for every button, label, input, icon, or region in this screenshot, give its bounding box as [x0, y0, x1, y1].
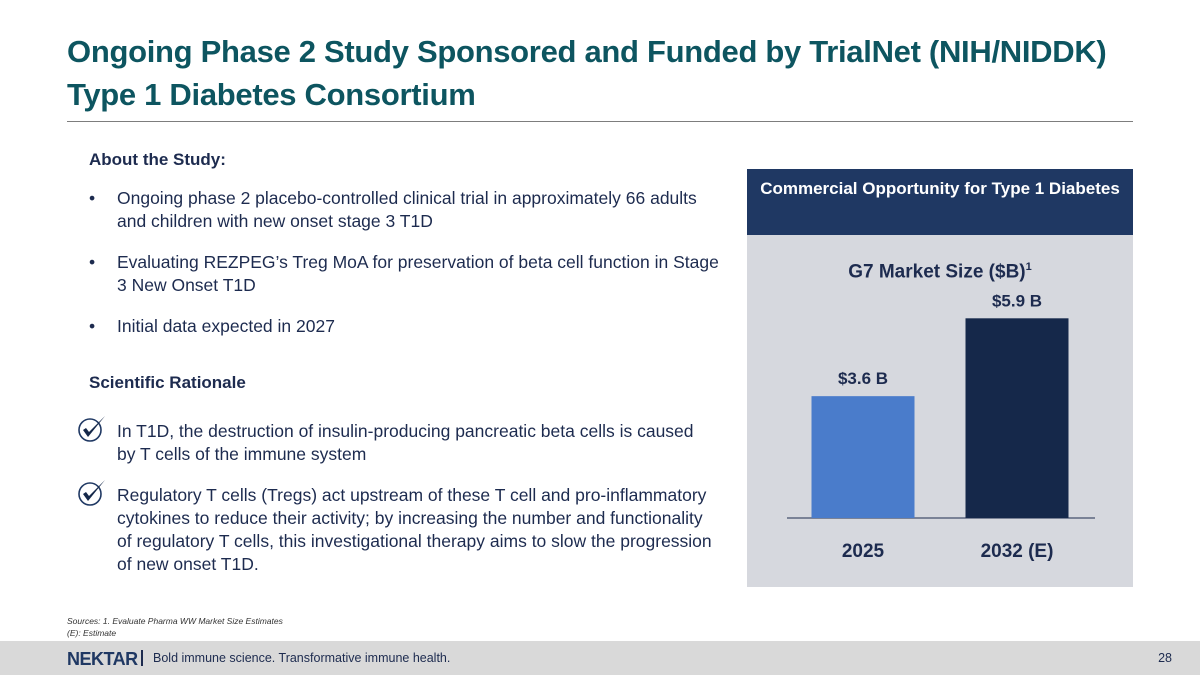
page-number: 28 [1158, 651, 1172, 665]
rationale-item: In T1D, the destruction of insulin-produ… [75, 416, 715, 466]
about-bullet-item: • Initial data expected in 2027 [89, 315, 729, 338]
checkmark-circle-icon [78, 416, 105, 442]
slide-title-line-1: Ongoing Phase 2 Study Sponsored and Fund… [67, 34, 1107, 69]
slide-title-line-2: Type 1 Diabetes Consortium [67, 77, 476, 112]
about-bullet-text: Ongoing phase 2 placebo-controlled clini… [117, 188, 697, 231]
bullet-dot-icon: • [89, 252, 96, 272]
about-bullet-text: Initial data expected in 2027 [117, 316, 335, 336]
about-bullets: • Ongoing phase 2 placebo-controlled clin… [89, 187, 729, 356]
rationale-item: Regulatory T cells (Tregs) act upstream … [75, 480, 715, 576]
rationale-text: Regulatory T cells (Tregs) act upstream … [117, 485, 712, 574]
bar-data-label: $5.9 B [992, 291, 1042, 310]
footer-bar: NEKTAR Bold immune science. Transformati… [0, 641, 1200, 675]
bullet-dot-icon: • [89, 316, 96, 336]
about-bullet-text: Evaluating REZPEG’s Treg MoA for preserv… [117, 252, 719, 295]
x-tick-label: 2032 (E) [981, 541, 1054, 562]
nektar-logo: NEKTAR [67, 649, 138, 669]
sources-note: Sources: 1. Evaluate Pharma WW Market Si… [67, 615, 283, 639]
footer-separator [141, 650, 143, 666]
bar-data-label: $3.6 B [838, 369, 888, 388]
estimate-note: (E): Estimate [67, 628, 117, 638]
market-size-bar-chart: $3.6 B 2025 $5.9 B 2032 (E) [787, 291, 1095, 562]
panel-header: Commercial Opportunity for Type 1 Diabet… [747, 169, 1133, 235]
chart-title-footnote: 1 [1025, 261, 1032, 273]
bar-2032-e [965, 318, 1069, 518]
rationale-list: In T1D, the destruction of insulin-produ… [75, 416, 715, 594]
slide-title: Ongoing Phase 2 Study Sponsored and Fund… [67, 30, 1147, 116]
footer-tagline: Bold immune science. Transformative immu… [153, 651, 451, 665]
chart-title-text: G7 Market Size ($B) [848, 261, 1026, 283]
commercial-opportunity-panel: Commercial Opportunity for Type 1 Diabet… [747, 169, 1133, 587]
rationale-text: In T1D, the destruction of insulin-produ… [117, 421, 694, 464]
sources-line: Sources: 1. Evaluate Pharma WW Market Si… [67, 616, 283, 626]
about-heading: About the Study: [89, 150, 226, 169]
about-bullet-item: • Evaluating REZPEG’s Treg MoA for preser… [89, 251, 729, 297]
checkmark-circle-icon [78, 480, 105, 506]
title-divider [67, 121, 1133, 122]
rationale-heading: Scientific Rationale [89, 373, 246, 392]
x-tick-label: 2025 [842, 541, 885, 562]
bar-2025 [811, 396, 915, 518]
bullet-dot-icon: • [89, 188, 96, 208]
chart-title: G7 Market Size ($B)1 [747, 261, 1133, 283]
about-bullet-item: • Ongoing phase 2 placebo-controlled clin… [89, 187, 729, 233]
